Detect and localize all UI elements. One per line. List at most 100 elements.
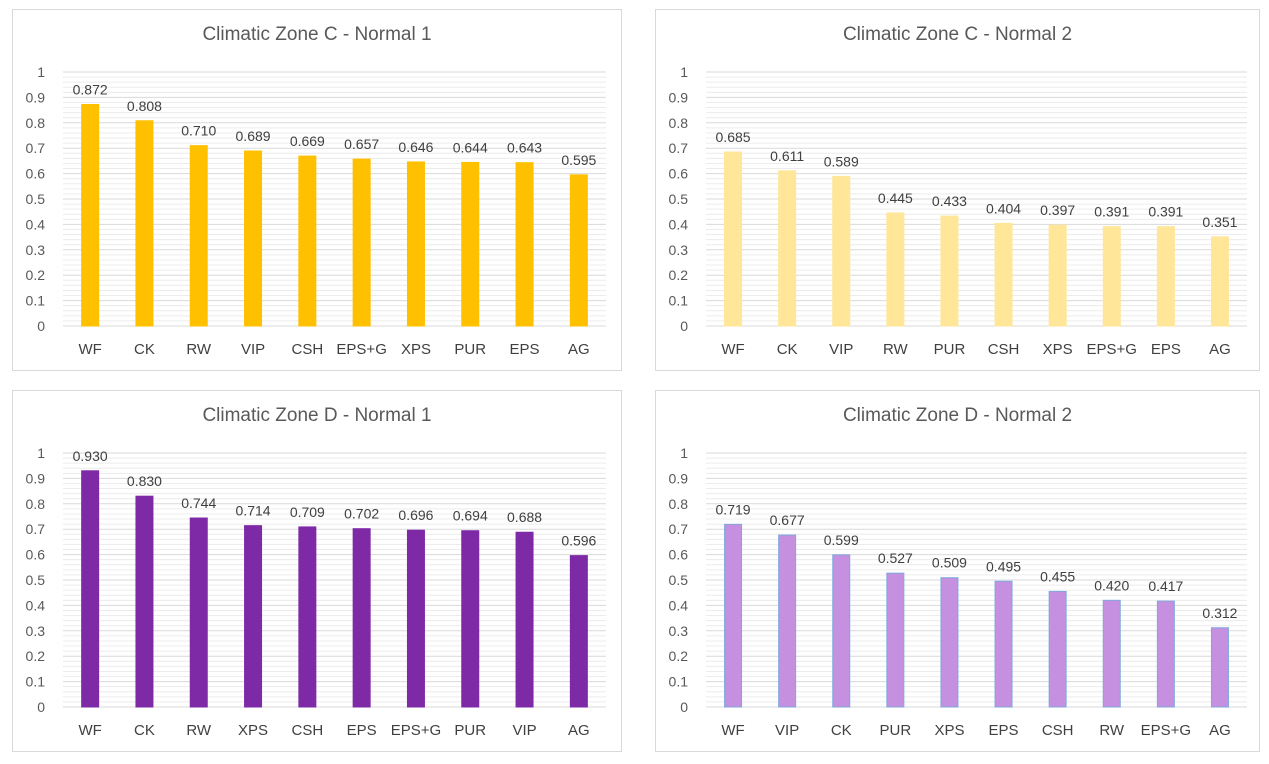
y-tick-label: 0.7	[26, 140, 46, 156]
category-label: PUR	[880, 722, 912, 739]
category-label: EPS+G	[391, 722, 441, 739]
y-tick-label: 1	[37, 445, 45, 461]
chart-title: Climatic Zone D - Normal 1	[202, 405, 432, 426]
y-tick-label: 0.7	[26, 521, 46, 537]
category-label: EPS	[347, 722, 377, 739]
bar-vip	[515, 531, 534, 708]
y-tick-label: 0.1	[26, 674, 46, 690]
chart-panel-zone-d-normal-2: Climatic Zone D - Normal 2 0 0.1 0.2 0.3 0.4…	[655, 390, 1260, 752]
y-tick-label: 0.4	[26, 216, 46, 232]
y-tick-label: 0.2	[26, 648, 46, 664]
gridlines	[63, 71, 606, 327]
bar-eps	[515, 162, 534, 327]
y-tick-label: 0.3	[26, 623, 46, 639]
y-tick-label: 0.5	[669, 191, 689, 207]
bar-wf	[724, 523, 743, 708]
data-label: 0.495	[986, 558, 1021, 574]
gridlines	[706, 71, 1247, 327]
data-label: 0.719	[716, 501, 751, 517]
bar-eps-g	[1156, 600, 1175, 708]
category-label: RW	[883, 341, 909, 358]
y-tick-label: 0.3	[26, 242, 46, 258]
data-labels: 0.872 0.808 0.710 0.689 0.669 0.657 0.646 0.644…	[73, 82, 597, 168]
y-tick-label: 0.9	[669, 89, 689, 105]
category-label: CK	[134, 341, 155, 358]
data-label: 0.710	[181, 123, 216, 139]
gridlines	[706, 452, 1247, 708]
category-label: CK	[777, 341, 798, 358]
category-label: VIP	[241, 341, 265, 358]
chart-title: Climatic Zone D - Normal 2	[842, 405, 1073, 426]
y-tick-label: 0.3	[669, 242, 689, 258]
category-label: PUR	[454, 341, 486, 358]
data-label: 0.744	[181, 495, 216, 511]
y-tick-label: 0.2	[669, 648, 689, 664]
y-tick-label: 0.8	[669, 496, 689, 512]
bar-wf	[81, 470, 100, 708]
data-label: 0.404	[986, 200, 1021, 216]
bar-eps	[1156, 226, 1175, 327]
bar-eps	[994, 580, 1013, 708]
y-tick-label: 0.4	[26, 597, 46, 613]
bar-xps	[244, 525, 263, 708]
y-tick-label: 0.2	[26, 267, 46, 283]
category-label: VIP	[512, 722, 536, 739]
data-label: 0.596	[561, 533, 596, 549]
bar-ag	[1210, 627, 1229, 708]
bar-xps	[406, 161, 425, 327]
bar-ck	[778, 170, 797, 327]
category-label: EPS	[510, 341, 540, 358]
y-tick-label: 0.9	[26, 470, 46, 486]
chart-panel-zone-c-normal-2: Climatic Zone C - Normal 2 0 0.1 0.2 0.3 0.4…	[655, 9, 1260, 371]
bar-chart: 00.10.20.30.40.50.60.70.80.910.7190.6770…	[669, 445, 1247, 739]
data-label: 0.657	[344, 136, 379, 152]
y-tick-label: 0	[37, 699, 45, 715]
y-tick-label: 0.5	[669, 572, 689, 588]
y-tick-label: 0	[680, 318, 688, 334]
category-label: AG	[1209, 722, 1231, 739]
y-tick-label: 0.4	[669, 597, 689, 613]
bar-ag	[569, 555, 588, 708]
bar-eps-g	[1102, 226, 1121, 327]
category-label: AG	[568, 722, 590, 739]
bar-vip	[778, 534, 797, 708]
category-label: RW	[186, 722, 212, 739]
chart-title: Climatic Zone C - Normal 1	[202, 24, 432, 45]
y-tick-label: 0.8	[669, 115, 689, 131]
y-tick-label: 0.9	[26, 89, 46, 105]
y-tick-label: 0.5	[26, 191, 46, 207]
category-label: AG	[1209, 341, 1231, 358]
data-label: 0.433	[932, 193, 967, 209]
data-label: 0.417	[1148, 578, 1183, 594]
category-label: XPS	[238, 722, 268, 739]
category-label: VIP	[775, 722, 799, 739]
data-label: 0.714	[236, 503, 271, 519]
y-tick-label: 0.3	[669, 623, 689, 639]
bar-eps-g	[352, 158, 371, 327]
category-label: PUR	[934, 341, 966, 358]
bar-ag	[569, 174, 588, 327]
y-tick-label: 0.6	[669, 166, 689, 182]
y-tick-label: 0.1	[669, 674, 689, 690]
y-tick-label: 0.5	[26, 572, 46, 588]
data-label: 0.689	[236, 128, 271, 144]
data-label: 0.595	[561, 152, 596, 168]
category-label: EPS+G	[1141, 722, 1191, 739]
category-label: EPS	[989, 722, 1019, 739]
data-label: 0.455	[1040, 568, 1075, 584]
category-label: PUR	[454, 722, 486, 739]
data-label: 0.509	[932, 555, 967, 571]
data-label: 0.351	[1202, 214, 1237, 230]
y-tick-label: 0.6	[26, 547, 46, 563]
y-tick-label: 0.6	[669, 547, 689, 563]
category-label: VIP	[829, 341, 853, 358]
y-tick-label: 0	[680, 699, 688, 715]
data-label: 0.709	[290, 504, 325, 520]
y-axis-ticks: 0 0.1 0.2 0.3 0.4 0.5 0.6 0.7 0.8 0.9 1	[669, 445, 689, 715]
bars	[724, 523, 1229, 708]
data-label: 0.589	[824, 153, 859, 169]
bar-vip	[832, 175, 851, 327]
data-label: 0.696	[398, 507, 433, 523]
bar-vip	[244, 150, 263, 327]
